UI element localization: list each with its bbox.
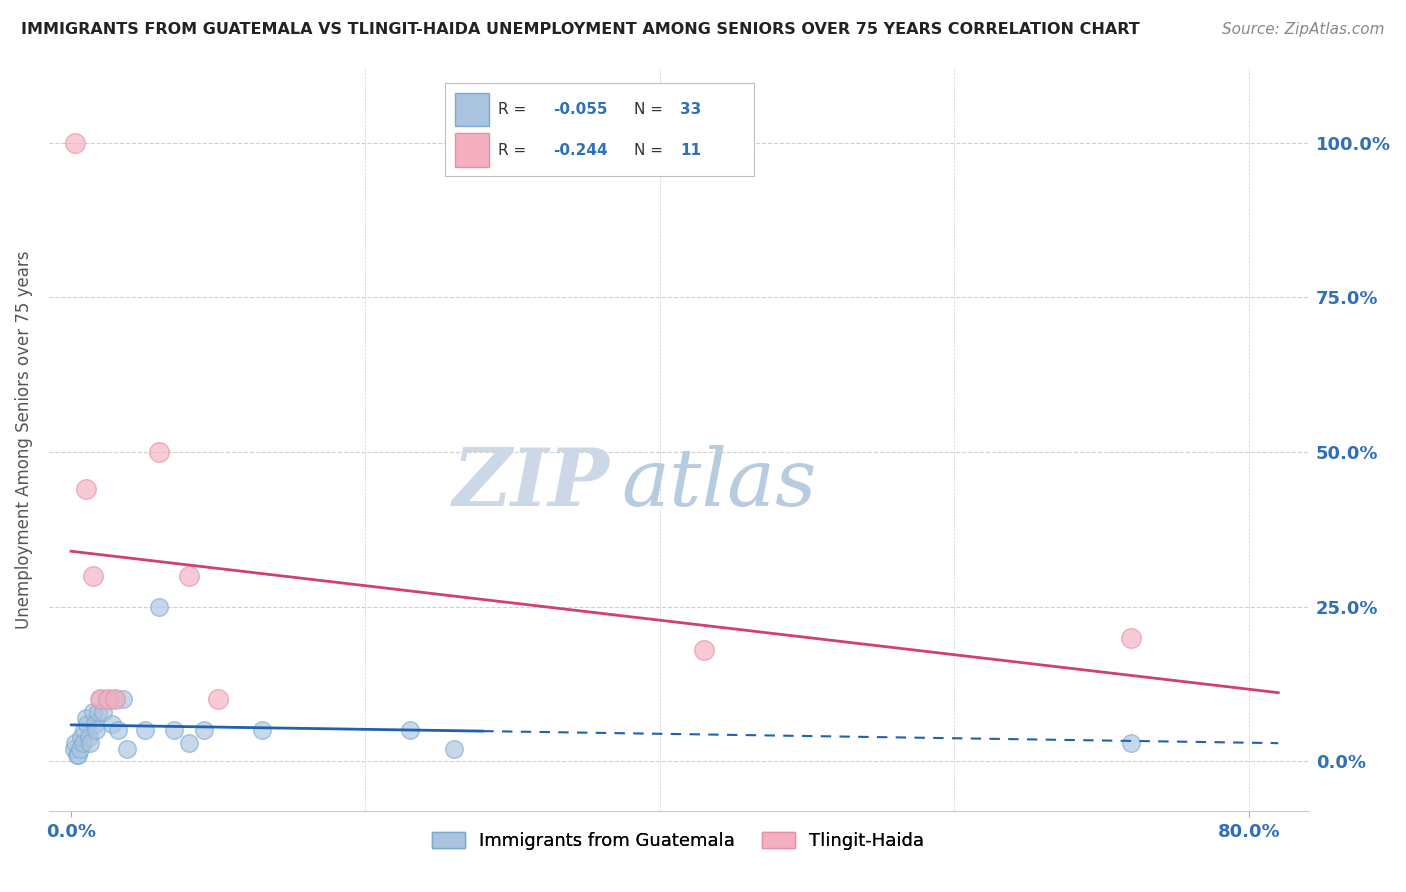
Point — [1119, 736, 1142, 750]
Point — [93, 705, 115, 719]
Point — [97, 692, 120, 706]
Point — [79, 736, 101, 750]
Point — [82, 705, 104, 719]
Y-axis label: Unemployment Among Seniors over 75 years: Unemployment Among Seniors over 75 years — [15, 251, 32, 629]
Point — [75, 482, 97, 496]
Text: Source: ZipAtlas.com: Source: ZipAtlas.com — [1222, 22, 1385, 37]
Point — [89, 692, 111, 706]
Text: ZIP: ZIP — [453, 445, 609, 523]
Legend: Immigrants from Guatemala, Tlingit-Haida: Immigrants from Guatemala, Tlingit-Haida — [425, 825, 931, 857]
Point — [84, 723, 107, 738]
Point — [77, 730, 100, 744]
Point — [115, 742, 138, 756]
Point — [107, 723, 129, 738]
Point — [75, 711, 97, 725]
Point — [69, 742, 91, 756]
Point — [177, 736, 200, 750]
Point — [65, 736, 87, 750]
Point — [101, 717, 124, 731]
Point — [398, 723, 420, 738]
Point — [104, 692, 127, 706]
Point — [104, 692, 127, 706]
Point — [73, 723, 96, 738]
Point — [89, 692, 111, 706]
Point — [63, 742, 86, 756]
Point — [163, 723, 186, 738]
Point — [177, 568, 200, 582]
Point — [148, 599, 170, 614]
Point — [1119, 631, 1142, 645]
Point — [66, 748, 89, 763]
Point — [86, 705, 108, 719]
Text: atlas: atlas — [621, 445, 817, 523]
Point — [83, 717, 105, 731]
Point — [82, 568, 104, 582]
Point — [70, 730, 93, 744]
Point — [148, 445, 170, 459]
Point — [111, 692, 134, 706]
Point — [134, 723, 156, 738]
Point — [443, 742, 465, 756]
Point — [67, 748, 90, 763]
Point — [693, 643, 716, 657]
Text: IMMIGRANTS FROM GUATEMALA VS TLINGIT-HAIDA UNEMPLOYMENT AMONG SENIORS OVER 75 YE: IMMIGRANTS FROM GUATEMALA VS TLINGIT-HAI… — [21, 22, 1140, 37]
Point — [76, 717, 98, 731]
Point — [193, 723, 215, 738]
Point — [207, 692, 229, 706]
Point — [97, 692, 120, 706]
Point — [72, 736, 94, 750]
Point — [252, 723, 274, 738]
Point — [65, 136, 87, 150]
